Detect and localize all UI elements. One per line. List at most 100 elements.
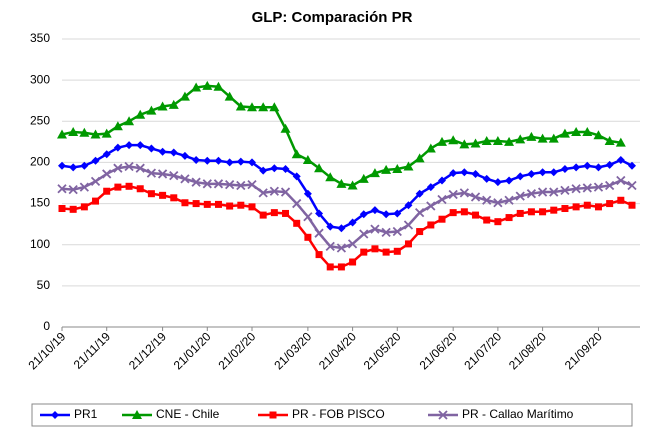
marker: [438, 215, 446, 223]
marker: [180, 151, 189, 160]
marker: [179, 91, 190, 101]
marker: [192, 200, 200, 208]
x-tick-label: 21/03/20: [271, 329, 314, 372]
legend-label: PR - FOB PISCO: [292, 407, 385, 421]
marker: [415, 189, 424, 198]
x-tick-label: 21/08/20: [506, 329, 549, 372]
marker: [336, 178, 347, 188]
y-tick-label: 300: [30, 72, 50, 86]
marker: [236, 180, 246, 191]
marker: [560, 185, 570, 196]
y-tick-label: 250: [30, 113, 50, 127]
marker: [280, 187, 291, 197]
marker: [90, 176, 101, 186]
marker: [593, 182, 604, 192]
marker: [302, 154, 313, 164]
marker: [549, 168, 558, 177]
marker: [606, 200, 614, 208]
marker: [483, 216, 491, 224]
marker: [427, 221, 435, 229]
marker: [448, 189, 458, 200]
marker: [169, 170, 179, 181]
marker: [90, 129, 101, 139]
marker: [515, 191, 525, 201]
marker: [370, 224, 380, 234]
marker: [494, 218, 502, 226]
marker: [572, 203, 580, 211]
marker: [414, 153, 425, 163]
marker: [113, 143, 122, 152]
marker: [125, 141, 134, 150]
marker: [247, 102, 257, 112]
marker: [51, 411, 59, 419]
x-tick-label: 21/01/20: [171, 329, 214, 372]
marker: [359, 210, 368, 219]
marker: [112, 121, 123, 131]
marker: [515, 134, 526, 144]
marker: [382, 210, 391, 219]
marker: [325, 172, 336, 182]
marker: [282, 209, 290, 217]
marker: [337, 224, 346, 233]
marker: [403, 220, 414, 230]
marker: [416, 228, 424, 236]
marker: [146, 168, 157, 178]
marker: [80, 161, 89, 170]
marker: [605, 180, 615, 191]
marker: [539, 208, 547, 216]
marker: [291, 149, 302, 159]
marker: [202, 179, 212, 189]
marker: [58, 161, 66, 170]
marker: [425, 143, 436, 153]
marker: [170, 194, 178, 202]
marker: [627, 180, 637, 191]
marker: [292, 198, 302, 209]
marker: [460, 208, 468, 216]
marker: [571, 126, 582, 136]
marker: [628, 201, 636, 209]
marker: [248, 203, 256, 211]
marker: [392, 226, 402, 237]
marker: [404, 201, 413, 210]
marker: [293, 219, 301, 227]
marker: [169, 148, 178, 157]
marker: [593, 130, 604, 140]
legend: PR1 CNE - Chile PR - FOB PISCO PR - Callao …: [31, 403, 633, 427]
marker: [258, 102, 269, 112]
marker: [527, 169, 536, 178]
marker: [594, 203, 602, 211]
marker: [460, 168, 469, 177]
marker: [393, 209, 402, 218]
marker: [404, 240, 412, 248]
marker: [147, 190, 155, 198]
marker: [348, 218, 357, 227]
marker: [471, 169, 480, 178]
marker: [226, 202, 234, 210]
marker: [459, 139, 470, 149]
marker: [101, 128, 112, 138]
marker: [214, 200, 222, 208]
marker: [526, 189, 537, 199]
marker: [392, 164, 403, 174]
marker: [337, 263, 345, 271]
marker: [225, 180, 235, 190]
legend-label: PR1: [74, 407, 98, 421]
x-tick-label: 21/02/20: [215, 329, 258, 372]
marker: [415, 207, 425, 218]
marker: [168, 99, 179, 109]
marker: [203, 156, 212, 165]
marker: [504, 195, 514, 205]
marker: [213, 179, 224, 189]
marker: [583, 161, 592, 170]
marker: [314, 163, 325, 173]
marker: [628, 161, 636, 170]
marker: [157, 169, 168, 179]
marker: [549, 187, 559, 197]
marker: [314, 228, 324, 238]
y-tick-label: 200: [30, 155, 50, 169]
marker: [135, 163, 145, 173]
marker: [304, 233, 312, 241]
marker: [605, 160, 614, 169]
y-tick-label: 150: [30, 196, 50, 210]
